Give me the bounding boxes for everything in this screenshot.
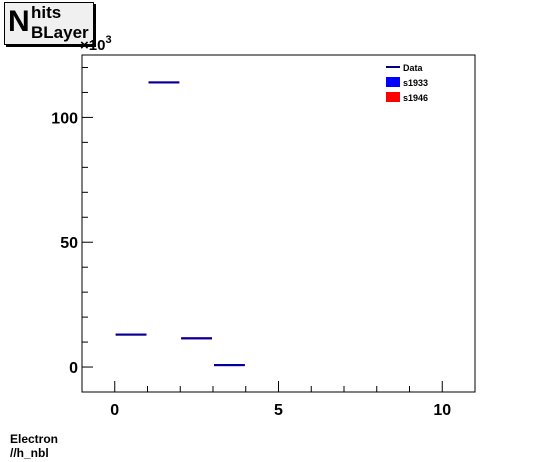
legend-label-s1946: s1946	[403, 93, 428, 103]
legend-label-s1933: s1933	[403, 78, 428, 88]
title-main: N	[8, 5, 30, 38]
x-tick-label: 5	[274, 402, 283, 419]
footer-particle-label: Electron	[10, 432, 59, 446]
y-tick-label: 50	[60, 235, 78, 252]
plot-frame	[81, 54, 476, 393]
y-axis-multiplier: ×103	[80, 34, 112, 54]
title-subscript: BLayer	[31, 23, 89, 42]
y-tick-label: 0	[69, 360, 78, 377]
legend-label-data: Data	[403, 63, 424, 73]
legend-swatch-s1946	[386, 92, 400, 102]
title-superscript: hits	[31, 3, 62, 22]
y-tick-label: 100	[51, 110, 78, 127]
x-tick-label: 10	[433, 402, 451, 419]
legend-swatch-s1933	[386, 77, 400, 87]
footer-histogram-path: //h_nbl	[10, 446, 49, 460]
histogram-title-box: N hits BLayer	[4, 2, 94, 45]
x-tick-label: 0	[110, 402, 119, 419]
